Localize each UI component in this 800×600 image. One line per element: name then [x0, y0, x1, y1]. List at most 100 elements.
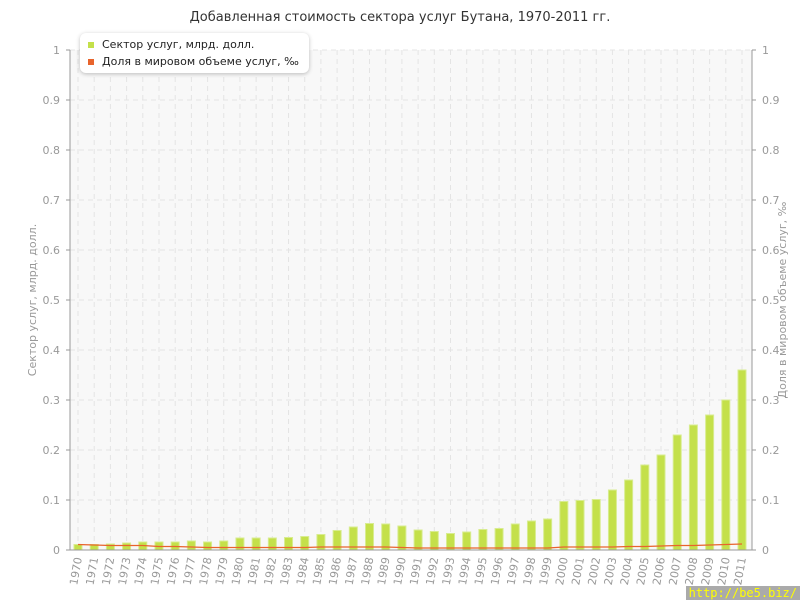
x-tick-label: 2007: [667, 556, 685, 586]
y2-tick-label: 0.8: [762, 144, 780, 157]
legend-item-services[interactable]: Сектор услуг, млрд. долл.: [88, 36, 299, 53]
bar-1999: [543, 518, 553, 551]
bar-1995: [478, 529, 488, 551]
x-tick-label: 1990: [391, 556, 409, 586]
bar-2004: [624, 479, 634, 551]
y-tick-label: 0.4: [43, 344, 61, 357]
x-tick-label: 1999: [537, 556, 555, 586]
x-tick-label: 1979: [213, 556, 231, 586]
x-tick-label: 1988: [359, 556, 377, 586]
bar-1981: [251, 537, 261, 551]
y-tick-label: 0.7: [43, 194, 61, 207]
y-tick-label: 0.5: [43, 294, 61, 307]
y-tick-label: 0.9: [43, 94, 61, 107]
x-tick-label: 1997: [505, 556, 523, 586]
x-tick-label: 1970: [67, 556, 85, 586]
x-tick-label: 1987: [343, 556, 361, 586]
bar-1990: [397, 525, 407, 551]
watermark[interactable]: http://be5.biz/: [685, 586, 800, 600]
bar-1982: [267, 537, 277, 551]
y2-tick-label: 0: [762, 544, 769, 557]
y2-tick-label: 0.3: [762, 394, 780, 407]
bar-2000: [559, 501, 569, 551]
x-tick-label: 1983: [278, 556, 296, 586]
y-tick-label: 0.3: [43, 394, 61, 407]
x-tick-label: 2004: [618, 556, 636, 586]
y-tick-label: 0.1: [43, 494, 61, 507]
bar-1998: [526, 520, 536, 551]
x-tick-label: 2006: [650, 556, 668, 586]
x-tick-label: 1981: [245, 556, 263, 586]
x-tick-label: 1986: [326, 556, 344, 586]
bar-1980: [235, 537, 245, 551]
bar-2001: [575, 500, 585, 551]
x-tick-label: 1985: [310, 556, 328, 586]
x-tick-label: 1982: [262, 556, 280, 586]
share-line: [77, 543, 743, 549]
x-tick-label: 2010: [715, 556, 733, 586]
bar-2002: [591, 499, 601, 551]
y2-tick-label: 1: [762, 44, 769, 57]
bar-1996: [494, 528, 504, 551]
x-tick-label: 2001: [569, 556, 587, 586]
y-tick-label: 0.2: [43, 444, 61, 457]
y-tick-label: 0.8: [43, 144, 61, 157]
x-tick-label: 1995: [472, 556, 490, 586]
x-tick-label: 1984: [294, 556, 312, 586]
x-tick-label: 1989: [375, 556, 393, 586]
bar-1988: [365, 523, 375, 551]
bar-1977: [186, 540, 196, 551]
y-tick-label: 1: [53, 44, 60, 57]
bar-1979: [219, 540, 229, 551]
y-tick-label: 0.6: [43, 244, 61, 257]
bar-1994: [462, 531, 472, 551]
bar-1970: [73, 544, 83, 551]
x-tick-label: 1991: [407, 556, 425, 586]
y-tick-label: 0: [53, 544, 60, 557]
x-tick-label: 2003: [602, 556, 620, 586]
legend-item-share[interactable]: Доля в мировом объеме услуг, ‰: [88, 53, 299, 70]
bar-2003: [607, 489, 617, 551]
bar-1978: [203, 541, 213, 551]
bar-2011: [737, 369, 747, 551]
legend-swatch-bar: [88, 42, 94, 48]
x-tick-label: 1971: [83, 556, 101, 586]
x-tick-label: 2000: [553, 556, 571, 586]
y2-tick-label: 0.1: [762, 494, 780, 507]
x-tick-label: 1994: [456, 556, 474, 586]
legend-swatch-line: [88, 59, 94, 65]
bar-1992: [429, 531, 439, 551]
x-tick-label: 2008: [683, 556, 701, 586]
x-tick-label: 1972: [100, 556, 118, 586]
x-tick-label: 2005: [634, 556, 652, 586]
x-tick-label: 1992: [424, 556, 442, 586]
y2-tick-label: 0.5: [762, 294, 780, 307]
x-tick-label: 1996: [488, 556, 506, 586]
bar-2006: [656, 454, 666, 551]
bar-2005: [640, 464, 650, 551]
bar-1997: [510, 523, 520, 551]
bar-2010: [721, 399, 731, 551]
y2-tick-label: 0.6: [762, 244, 780, 257]
y2-axis-title: Доля в мировом объеме услуг, ‰: [776, 201, 789, 398]
y2-tick-label: 0.9: [762, 94, 780, 107]
y-axis-title: Сектор услуг, млрд. долл.: [26, 224, 39, 376]
y2-tick-label: 0.4: [762, 344, 780, 357]
x-tick-label: 1977: [181, 556, 199, 586]
x-tick-label: 2009: [699, 556, 717, 586]
bar-1973: [122, 542, 132, 551]
legend-label: Доля в мировом объеме услуг, ‰: [102, 55, 299, 68]
bar-1991: [413, 529, 423, 551]
chart-title: Добавленная стоимость сектора услуг Бута…: [189, 10, 611, 25]
x-tick-label: 1973: [116, 556, 134, 586]
x-tick-label: 1980: [229, 556, 247, 586]
y2-tick-label: 0.2: [762, 444, 780, 457]
bar-1989: [381, 523, 391, 551]
bar-2008: [688, 424, 698, 551]
x-tick-label: 1976: [164, 556, 182, 586]
x-tick-label: 1978: [197, 556, 215, 586]
bar-1983: [284, 537, 294, 551]
bar-2007: [672, 434, 682, 551]
x-tick-label: 2011: [731, 556, 749, 586]
